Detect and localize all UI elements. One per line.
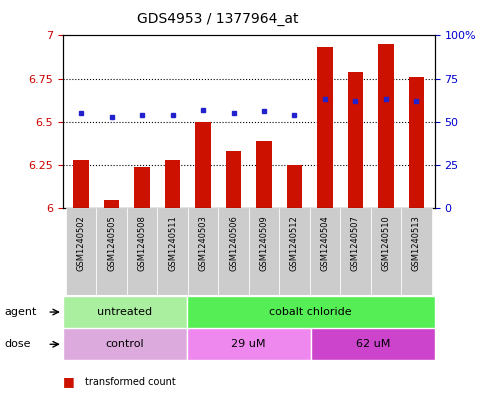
Bar xyxy=(317,48,333,208)
Bar xyxy=(196,122,211,208)
Text: GDS4953 / 1377964_at: GDS4953 / 1377964_at xyxy=(137,12,298,26)
Bar xyxy=(279,208,310,295)
Text: dose: dose xyxy=(5,339,31,349)
Text: GSM1240506: GSM1240506 xyxy=(229,215,238,271)
Bar xyxy=(188,208,218,295)
Bar xyxy=(256,141,271,208)
Bar xyxy=(187,328,311,360)
Text: GSM1240512: GSM1240512 xyxy=(290,215,299,271)
Bar xyxy=(157,208,188,295)
Text: transformed count: transformed count xyxy=(85,377,175,387)
Text: 62 uM: 62 uM xyxy=(355,339,390,349)
Text: agent: agent xyxy=(5,307,37,317)
Text: GSM1240505: GSM1240505 xyxy=(107,215,116,271)
Bar xyxy=(310,208,340,295)
Bar xyxy=(63,296,187,328)
Bar xyxy=(165,160,180,208)
Bar xyxy=(63,328,187,360)
Bar xyxy=(348,72,363,208)
Text: cobalt chloride: cobalt chloride xyxy=(270,307,352,317)
Text: GSM1240504: GSM1240504 xyxy=(320,215,329,271)
Bar xyxy=(134,167,150,208)
Text: GSM1240507: GSM1240507 xyxy=(351,215,360,271)
Bar xyxy=(311,328,435,360)
Text: GSM1240503: GSM1240503 xyxy=(199,215,208,271)
Text: GSM1240510: GSM1240510 xyxy=(382,215,390,271)
Text: GSM1240511: GSM1240511 xyxy=(168,215,177,271)
Bar xyxy=(96,208,127,295)
Text: ■: ■ xyxy=(63,391,74,393)
Bar xyxy=(104,200,119,208)
Text: 29 uM: 29 uM xyxy=(231,339,266,349)
Text: GSM1240513: GSM1240513 xyxy=(412,215,421,271)
Bar xyxy=(218,208,249,295)
Bar xyxy=(226,151,241,208)
Text: GSM1240509: GSM1240509 xyxy=(259,215,269,271)
Bar xyxy=(249,208,279,295)
Bar xyxy=(409,77,424,208)
Bar xyxy=(127,208,157,295)
Bar xyxy=(287,165,302,208)
Text: ■: ■ xyxy=(63,375,74,389)
Bar xyxy=(370,208,401,295)
Bar xyxy=(187,296,435,328)
Bar xyxy=(73,160,89,208)
Bar xyxy=(401,208,432,295)
Bar xyxy=(340,208,370,295)
Bar xyxy=(66,208,96,295)
Text: control: control xyxy=(105,339,144,349)
Text: GSM1240508: GSM1240508 xyxy=(138,215,146,271)
Text: untreated: untreated xyxy=(97,307,152,317)
Text: GSM1240502: GSM1240502 xyxy=(77,215,85,271)
Bar xyxy=(378,44,394,208)
